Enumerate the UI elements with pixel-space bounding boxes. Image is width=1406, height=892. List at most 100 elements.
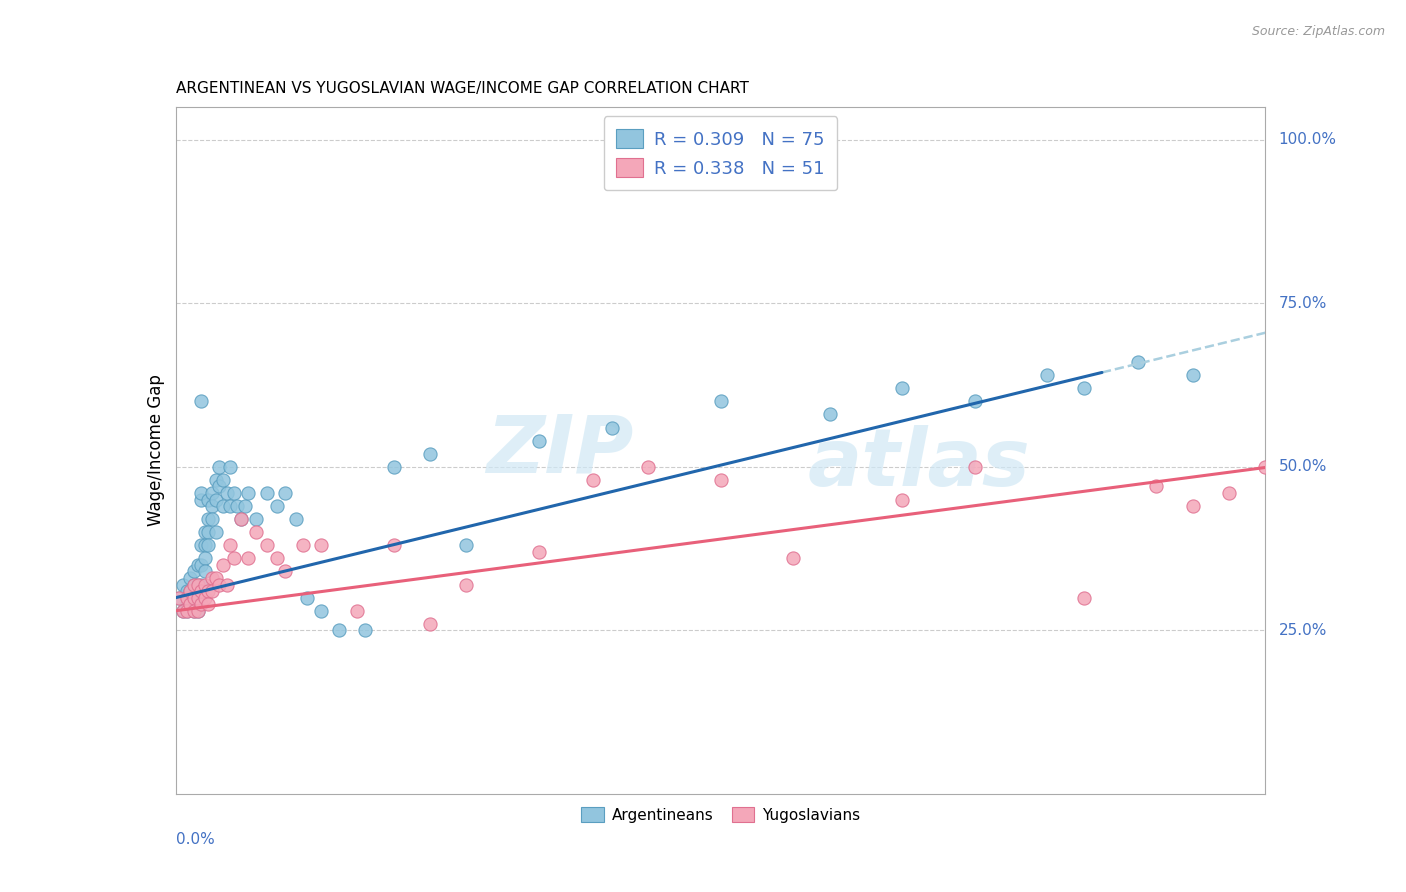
Point [176, 597, 198, 611]
Point [201, 571, 224, 585]
Point [1272, 459, 1295, 474]
Point [274, 486, 297, 500]
Point [419, 447, 441, 461]
Point [176, 604, 198, 618]
Text: 50.0%: 50.0% [1278, 459, 1327, 475]
Point [256, 486, 278, 500]
Point [456, 538, 478, 552]
Point [190, 538, 212, 552]
Point [186, 577, 209, 591]
Point [238, 486, 260, 500]
Point [204, 473, 226, 487]
Point [190, 558, 212, 572]
Text: 25.0%: 25.0% [1278, 623, 1327, 638]
Point [1073, 381, 1095, 395]
Point [382, 538, 405, 552]
Point [208, 479, 231, 493]
Point [212, 473, 235, 487]
Point [201, 584, 224, 599]
Point [190, 486, 212, 500]
Point [1128, 355, 1150, 369]
Point [1036, 368, 1059, 383]
Point [582, 473, 605, 487]
Point [226, 499, 249, 513]
Point [309, 538, 332, 552]
Point [710, 394, 733, 409]
Point [186, 591, 209, 605]
Point [1073, 591, 1095, 605]
Point [233, 499, 256, 513]
Point [1254, 459, 1277, 474]
Point [256, 538, 278, 552]
Point [1181, 368, 1204, 383]
Text: ARGENTINEAN VS YUGOSLAVIAN WAGE/INCOME GAP CORRELATION CHART: ARGENTINEAN VS YUGOSLAVIAN WAGE/INCOME G… [176, 81, 748, 96]
Point [179, 591, 201, 605]
Text: 100.0%: 100.0% [1278, 132, 1337, 147]
Point [274, 565, 297, 579]
Point [346, 604, 368, 618]
Point [194, 538, 217, 552]
Text: ZIP: ZIP [486, 411, 633, 490]
Point [782, 551, 804, 566]
Point [186, 604, 209, 618]
Point [190, 597, 212, 611]
Point [266, 551, 288, 566]
Point [190, 492, 212, 507]
Point [194, 525, 217, 540]
Point [190, 584, 212, 599]
Point [295, 591, 318, 605]
Point [194, 577, 217, 591]
Point [197, 512, 219, 526]
Point [169, 591, 191, 605]
Point [222, 551, 245, 566]
Point [456, 577, 478, 591]
Point [215, 577, 238, 591]
Y-axis label: Wage/Income Gap: Wage/Income Gap [146, 375, 165, 526]
Point [186, 597, 209, 611]
Point [219, 538, 242, 552]
Point [194, 551, 217, 566]
Point [637, 459, 659, 474]
Point [179, 584, 201, 599]
Point [284, 512, 307, 526]
Point [208, 459, 231, 474]
Point [353, 624, 375, 638]
Point [197, 492, 219, 507]
Point [183, 597, 205, 611]
Point [266, 499, 288, 513]
Point [172, 577, 194, 591]
Point [201, 512, 224, 526]
Point [818, 408, 841, 422]
Point [1181, 499, 1204, 513]
Point [201, 486, 224, 500]
Point [309, 604, 332, 618]
Point [179, 571, 201, 585]
Point [183, 577, 205, 591]
Point [212, 558, 235, 572]
Text: 0.0%: 0.0% [176, 831, 215, 847]
Point [183, 565, 205, 579]
Point [179, 584, 201, 599]
Point [186, 558, 209, 572]
Point [179, 597, 201, 611]
Point [238, 551, 260, 566]
Point [212, 499, 235, 513]
Point [197, 597, 219, 611]
Point [419, 616, 441, 631]
Text: atlas: atlas [807, 425, 1031, 503]
Point [183, 604, 205, 618]
Point [231, 512, 253, 526]
Point [527, 434, 550, 448]
Point [208, 577, 231, 591]
Point [215, 486, 238, 500]
Point [963, 459, 986, 474]
Point [190, 394, 212, 409]
Point [176, 604, 198, 618]
Point [201, 499, 224, 513]
Point [382, 459, 405, 474]
Point [169, 591, 191, 605]
Point [183, 577, 205, 591]
Point [328, 624, 350, 638]
Point [963, 394, 986, 409]
Point [245, 525, 267, 540]
